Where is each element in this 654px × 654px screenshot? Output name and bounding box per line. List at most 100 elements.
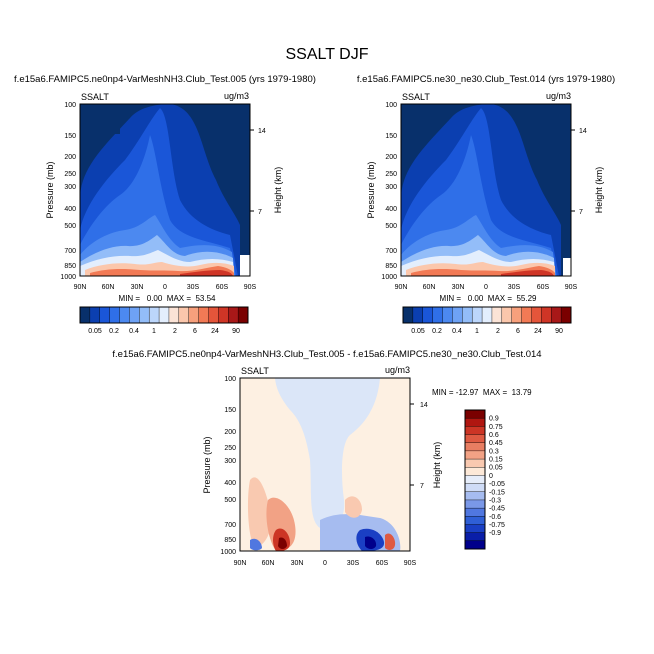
colorbar-swatch (228, 306, 239, 324)
y-tick-label: 100 (64, 102, 76, 109)
colorbar-swatch (464, 450, 486, 460)
colorbar-swatch (464, 458, 486, 468)
colorbar-label: -0.75 (489, 522, 505, 529)
y-tick-label: 500 (385, 223, 397, 230)
colorbar-swatch (551, 306, 562, 324)
colorbar-swatch (178, 306, 190, 324)
colorbar-swatch (464, 467, 486, 476)
right-axis-label: Height (km) (273, 167, 283, 214)
panel-top-left: f.e15a6.FAMIPC5.ne0np4-VarMeshNH3.Club_T… (14, 74, 316, 335)
colorbar-label: 0 (489, 473, 493, 480)
colorbar-swatch (531, 306, 542, 324)
colorbar-swatch (218, 306, 229, 324)
colorbar-swatch (148, 306, 160, 324)
colorbar: 0.90.750.60.450.3 0.150.050-0.05-0.15-0.3… (464, 409, 505, 550)
x-tick-label: 0 (323, 560, 327, 567)
colorbar-swatch (109, 306, 121, 324)
colorbar-label: -0.9 (489, 530, 501, 537)
colorbar-label: 0.3 (489, 448, 499, 455)
colorbar-swatch (464, 475, 486, 485)
y-tick-label: 400 (224, 480, 236, 487)
colorbar-swatch (158, 306, 170, 324)
y-tick-label: 1000 (381, 274, 397, 281)
colorbar-swatch (464, 483, 486, 493)
x-tick-label: 30N (291, 560, 304, 567)
y-tick-label: 850 (385, 263, 397, 270)
y-axis-label: Pressure (mb) (366, 161, 376, 218)
variable-label: SSALT (241, 366, 269, 376)
y-tick-label: 100 (224, 376, 236, 383)
colorbar-label: 90 (555, 328, 563, 335)
colorbar-label: 0.6 (489, 432, 499, 439)
colorbar-swatch (464, 426, 486, 436)
colorbar-swatch (464, 532, 486, 542)
colorbar-label: 0.05 (411, 328, 425, 335)
colorbar-label: -0.45 (489, 506, 505, 513)
missing-data (240, 255, 250, 276)
colorbar-swatch (464, 409, 486, 419)
colorbar-label: 0.4 (129, 328, 139, 335)
y-tick-label: 700 (385, 248, 397, 255)
right-tick-label: 7 (579, 209, 583, 216)
colorbar: 0.05 0.2 0.4 1 2 6 24 90 (402, 306, 572, 335)
colorbar-swatch (464, 491, 486, 501)
positive-bottom-right (385, 533, 396, 550)
positive-dark (278, 537, 287, 549)
colorbar-label: 90 (232, 328, 240, 335)
y-tick-label: 300 (224, 458, 236, 465)
colorbar-swatch (464, 524, 486, 534)
colorbar-swatch (511, 306, 523, 324)
min-max-stats: MIN = 0.00 MAX = 53.54 (119, 294, 216, 303)
colorbar-swatch (129, 306, 140, 324)
colorbar-label: 24 (534, 328, 542, 335)
colorbar-swatches (464, 409, 486, 550)
negative-bottom-left (250, 538, 262, 551)
y-tick-label: 400 (385, 206, 397, 213)
colorbar-label: 1 (475, 328, 479, 335)
x-tick-label: 60N (262, 560, 275, 567)
colorbar-label: 0.4 (452, 328, 462, 335)
colorbar-swatch (464, 516, 486, 525)
colorbar-label: -0.15 (489, 489, 505, 496)
x-tick-label: 30S (508, 284, 521, 291)
colorbar-frame (464, 409, 486, 550)
negative-dark (365, 536, 377, 549)
y-tick-label: 300 (64, 184, 76, 191)
x-tick-label: 30S (347, 560, 360, 567)
colorbar-label: 0.05 (88, 328, 102, 335)
colorbar-swatches (402, 306, 572, 324)
contour-field (401, 104, 571, 276)
y-tick-label: 400 (64, 206, 76, 213)
y-tick-label: 1000 (220, 549, 236, 556)
x-tick-label: 90N (234, 560, 247, 567)
x-tick-label: 60N (423, 284, 436, 291)
y-tick-label: 200 (385, 154, 397, 161)
colorbar-label: 0.9 (489, 416, 499, 423)
colorbar-swatch (432, 306, 444, 324)
y-tick-label: 700 (224, 522, 236, 529)
x-tick-label: 30S (187, 284, 200, 291)
colorbar-label: -0.3 (489, 497, 501, 504)
colorbar-swatch (501, 306, 513, 324)
main-title: SSALT DJF (286, 46, 369, 63)
colorbar-swatch (464, 507, 486, 517)
x-axis-ticks: 90N 60N 30N 0 30S 60S 90S (395, 284, 578, 291)
x-tick-label: 30N (131, 284, 144, 291)
y-tick-label: 300 (385, 184, 397, 191)
y-tick-label: 150 (385, 133, 397, 140)
y-axis-label: Pressure (mb) (45, 161, 55, 218)
colorbar-label: 6 (193, 328, 197, 335)
min-max-stats: MIN = -12.97 MAX = 13.79 (432, 388, 532, 397)
panel-title: f.e15a6.FAMIPC5.ne0np4-VarMeshNH3.Club_T… (14, 74, 316, 85)
y-tick-label: 150 (224, 407, 236, 414)
panel-difference: f.e15a6.FAMIPC5.ne0np4-VarMeshNH3.Club_T… (112, 349, 541, 567)
colorbar-label: 2 (173, 328, 177, 335)
right-tick-label: 14 (420, 402, 428, 409)
x-tick-label: 60N (102, 284, 115, 291)
y-tick-label: 100 (385, 102, 397, 109)
x-tick-label: 90S (244, 284, 257, 291)
colorbar-label: 1 (152, 328, 156, 335)
x-tick-label: 90S (404, 560, 417, 567)
x-tick-label: 0 (163, 284, 167, 291)
